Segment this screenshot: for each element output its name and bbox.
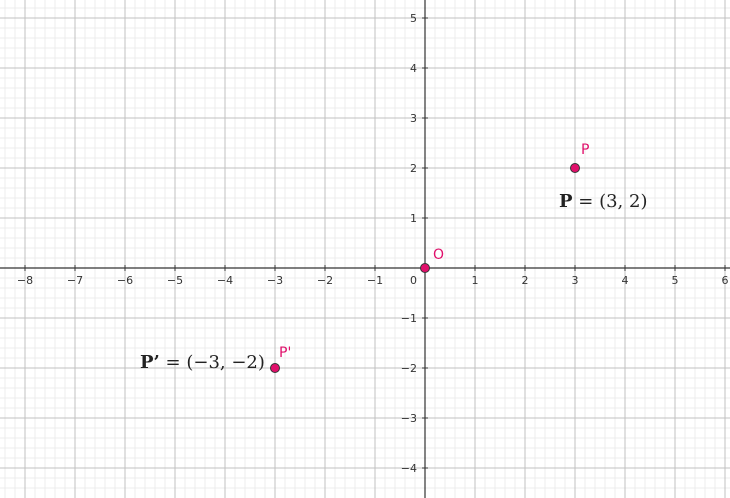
x-tick-label: −3 (267, 274, 283, 287)
point-label: P' (279, 345, 291, 361)
coordinate-equation: P’ = (−3, −2) (140, 352, 265, 373)
point-p-prime[interactable] (270, 363, 280, 373)
y-tick-label: 2 (410, 162, 417, 175)
tick-labels: −8 −7 −6 −5 −4 −3 −2 −1 1 2 3 4 5 6 −4 −3 −2 −1 1 2 3 4 5 0 (17, 12, 729, 475)
x-tick-label: 3 (572, 274, 579, 287)
origin-tick-label: 0 (410, 274, 417, 287)
coordinate-equation: P = (3, 2) (559, 191, 647, 212)
y-tick-label: 4 (410, 62, 417, 75)
x-tick-label: 1 (472, 274, 479, 287)
y-tick-label: −2 (401, 362, 417, 375)
point-p[interactable] (570, 163, 580, 173)
y-tick-label: 3 (410, 112, 417, 125)
points: P P = (3, 2) P' P’ = (−3, −2) O (140, 142, 647, 373)
x-tick-label: 5 (672, 274, 679, 287)
y-tick-label: −3 (401, 412, 417, 425)
y-tick-label: 1 (410, 212, 417, 225)
x-tick-label: 2 (522, 274, 529, 287)
x-tick-label: 4 (622, 274, 629, 287)
point-label: O (433, 247, 444, 263)
point-o[interactable] (420, 263, 430, 273)
x-tick-label: −7 (67, 274, 83, 287)
x-tick-label: −1 (367, 274, 383, 287)
x-tick-label: 6 (722, 274, 729, 287)
y-tick-label: −1 (401, 312, 417, 325)
y-tick-label: 5 (410, 12, 417, 25)
y-tick-label: −4 (401, 462, 417, 475)
x-tick-label: −5 (167, 274, 183, 287)
x-tick-label: −8 (17, 274, 33, 287)
x-tick-label: −4 (217, 274, 233, 287)
point-label: P (581, 142, 589, 158)
x-tick-label: −2 (317, 274, 333, 287)
x-tick-label: −6 (117, 274, 133, 287)
